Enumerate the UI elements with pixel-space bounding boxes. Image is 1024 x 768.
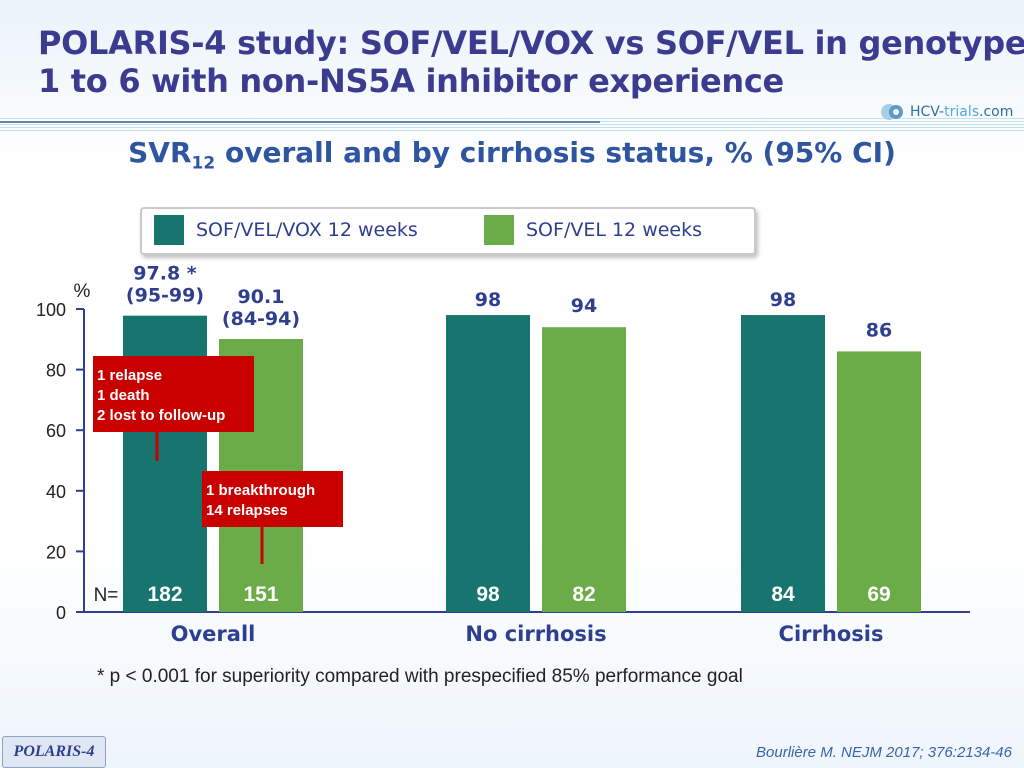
n-value-label: 98 — [476, 583, 500, 606]
annotation-line: 2 lost to follow-up — [97, 407, 225, 424]
slide-title: POLARIS-4 study: SOF/VEL/VOX vs SOF/VEL … — [38, 24, 1024, 100]
y-axis-unit-label: % — [74, 281, 91, 302]
value-label: 94 — [571, 295, 597, 317]
y-tick-label: 0 — [56, 603, 66, 623]
chart-title: SVR12 overall and by cirrhosis status, %… — [0, 136, 1024, 174]
logo-text-suffix: .com — [979, 104, 1014, 120]
annotation-line: 1 relapse — [97, 367, 162, 384]
n-value-label: 69 — [867, 583, 890, 606]
value-label: 97.8 * — [133, 263, 196, 285]
value-label: 98 — [475, 289, 501, 311]
logo-text-main: HCV- — [910, 104, 945, 120]
n-value-label: 84 — [771, 583, 795, 606]
footnote: * p < 0.001 for superiority compared wit… — [97, 666, 743, 687]
chart-legend: SOF/VEL/VOX 12 weeks SOF/VEL 12 weeks — [140, 207, 756, 255]
y-tick-label: 40 — [46, 482, 66, 502]
header-divider-accent — [0, 121, 600, 123]
hcv-trials-logo: HCV-trials.com — [880, 100, 1013, 124]
chart-title-rest: overall and by cirrhosis status, % (95% … — [215, 136, 896, 169]
ci-label: (95-99) — [126, 285, 204, 307]
slide-title-line-2: 1 to 6 with non-NS5A inhibitor experienc… — [38, 62, 784, 100]
category-label: Overall — [171, 622, 256, 646]
value-label: 98 — [770, 289, 796, 311]
study-badge: POLARIS-4 — [2, 736, 106, 768]
annotation-line: 14 relapses — [206, 502, 288, 519]
n-value-label: 151 — [243, 583, 278, 606]
hcv-trials-logo-text: HCV-trials.com — [910, 104, 1013, 120]
legend-item-vel: SOF/VEL 12 weeks — [484, 215, 702, 245]
annotation-line: 1 death — [97, 387, 150, 404]
ci-label: (84-94) — [222, 308, 300, 330]
y-tick-label: 100 — [36, 300, 66, 320]
chart-title-prefix: SVR — [128, 136, 192, 169]
y-tick-label: 80 — [46, 361, 66, 381]
n-label: N= — [94, 585, 119, 606]
legend-item-vox: SOF/VEL/VOX 12 weeks — [154, 215, 418, 245]
value-label: 90.1 — [238, 286, 285, 308]
bar — [741, 315, 825, 612]
bar — [446, 315, 530, 612]
slide-title-line-1: POLARIS-4 study: SOF/VEL/VOX vs SOF/VEL … — [38, 24, 1024, 62]
hcv-trials-logo-icon — [881, 104, 903, 120]
citation: Bourlière M. NEJM 2017; 376:2134-46 — [756, 744, 1012, 761]
bar — [837, 351, 921, 612]
annotation-box — [93, 356, 254, 432]
n-value-label: 182 — [147, 583, 182, 606]
y-tick-label: 60 — [46, 421, 66, 441]
logo-text-accent: trials — [944, 104, 980, 120]
value-label: 86 — [866, 319, 892, 341]
n-value-label: 82 — [572, 583, 595, 606]
legend-swatch-vel — [484, 215, 514, 245]
category-label: No cirrhosis — [465, 622, 606, 646]
y-tick-label: 20 — [46, 542, 66, 562]
bar — [542, 327, 626, 612]
chart-title-subscript: 12 — [191, 153, 216, 174]
annotation-box — [202, 471, 343, 527]
legend-label-vel: SOF/VEL 12 weeks — [526, 219, 703, 241]
legend-label-vox: SOF/VEL/VOX 12 weeks — [196, 219, 418, 241]
category-label: Cirrhosis — [779, 622, 884, 646]
legend-swatch-vox — [154, 215, 184, 245]
annotation-line: 1 breakthrough — [206, 482, 315, 499]
